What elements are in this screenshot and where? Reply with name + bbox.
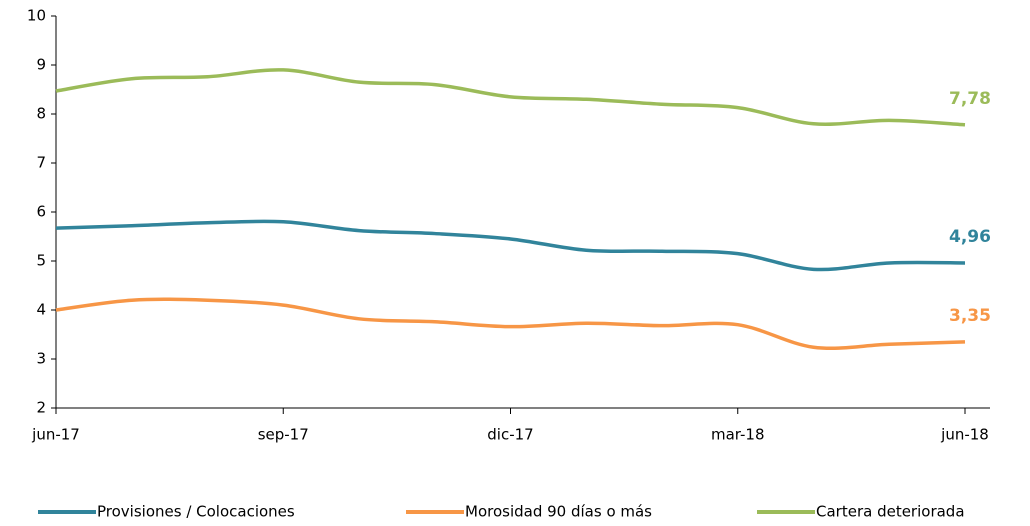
y-tick-label: 2 bbox=[36, 399, 46, 417]
series-line bbox=[55, 297, 966, 351]
data-label: 7,78 bbox=[949, 89, 991, 109]
y-tick-label: 7 bbox=[36, 154, 46, 172]
y-tick-label: 3 bbox=[36, 350, 46, 368]
x-tick-label: jun-18 bbox=[940, 426, 989, 444]
legend-label: Provisiones / Colocaciones bbox=[97, 503, 295, 521]
x-tick-label: sep-17 bbox=[258, 426, 309, 444]
y-tick-label: 10 bbox=[27, 7, 46, 25]
data-label: 4,96 bbox=[949, 227, 991, 247]
y-tick-label: 4 bbox=[36, 301, 46, 319]
x-tick-label: dic-17 bbox=[487, 426, 533, 444]
y-tick-label: 5 bbox=[36, 252, 46, 270]
series-line bbox=[55, 219, 966, 272]
x-tick-label: mar-18 bbox=[711, 426, 765, 444]
y-tick-label: 6 bbox=[36, 203, 46, 221]
legend-label: Cartera deteriorada bbox=[816, 503, 965, 521]
legend-label: Morosidad 90 días o más bbox=[465, 503, 652, 521]
y-tick-label: 9 bbox=[36, 56, 46, 74]
y-tick-label: 8 bbox=[36, 105, 46, 123]
x-tick-label: jun-17 bbox=[31, 426, 80, 444]
series-line bbox=[55, 68, 966, 127]
data-label: 3,35 bbox=[949, 306, 991, 326]
